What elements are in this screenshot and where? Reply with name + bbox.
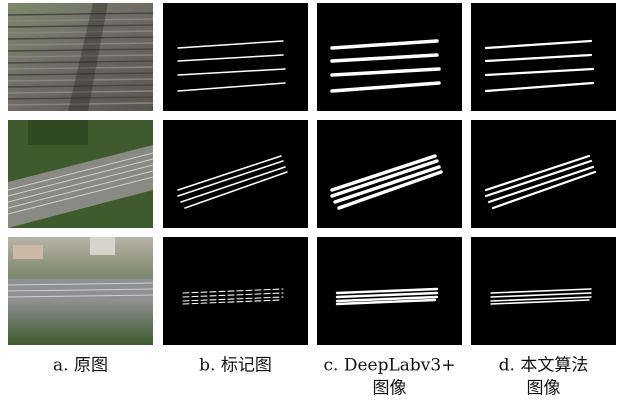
mask-image [163, 120, 308, 228]
mask-image [471, 120, 616, 228]
tree [28, 120, 88, 145]
caption: 图像 [373, 379, 407, 399]
caption: 图像 [527, 379, 561, 399]
caption: a. 原图 [53, 356, 108, 376]
mask-image [163, 237, 308, 345]
building [13, 245, 43, 259]
figure: a. 原图b. 标记图c. DeepLabv3+图像d. 本文算法图像 [0, 0, 617, 404]
building [90, 237, 115, 255]
caption: b. 标记图 [199, 356, 272, 376]
caption: d. 本文算法 [499, 356, 589, 376]
caption: c. DeepLabv3+ [324, 356, 456, 376]
